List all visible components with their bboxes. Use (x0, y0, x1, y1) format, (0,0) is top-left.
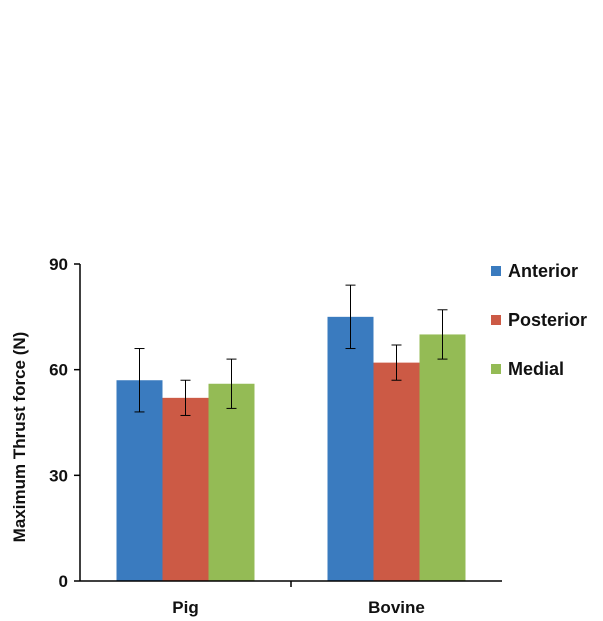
legend-label: Medial (508, 359, 564, 379)
legend-label: Posterior (508, 310, 587, 330)
y-tick-label: 30 (49, 466, 68, 485)
x-tick-label: Bovine (368, 598, 425, 617)
y-tick-label: 90 (49, 255, 68, 274)
legend: Anterior Posterior Medial (491, 261, 587, 379)
legend-label: Anterior (508, 261, 578, 281)
bar-anterior (327, 316, 374, 581)
error-bars-group (134, 284, 448, 416)
bar-medial (208, 383, 255, 581)
y-tick-label: 0 (59, 572, 68, 591)
bar-posterior (162, 397, 209, 581)
y-axis-title: Maximum Thrust force (N) (10, 332, 29, 543)
bars-group (116, 316, 466, 581)
bar-posterior (373, 362, 420, 581)
x-tick-label: Pig (172, 598, 198, 617)
y-tick-label: 60 (49, 361, 68, 380)
legend-swatch (491, 266, 501, 276)
axes-group: 0 30 60 90 Pig Bovine (49, 255, 502, 617)
legend-swatch (491, 315, 501, 325)
bar-medial (419, 334, 466, 581)
bar-anterior (116, 380, 163, 581)
legend-swatch (491, 364, 501, 374)
